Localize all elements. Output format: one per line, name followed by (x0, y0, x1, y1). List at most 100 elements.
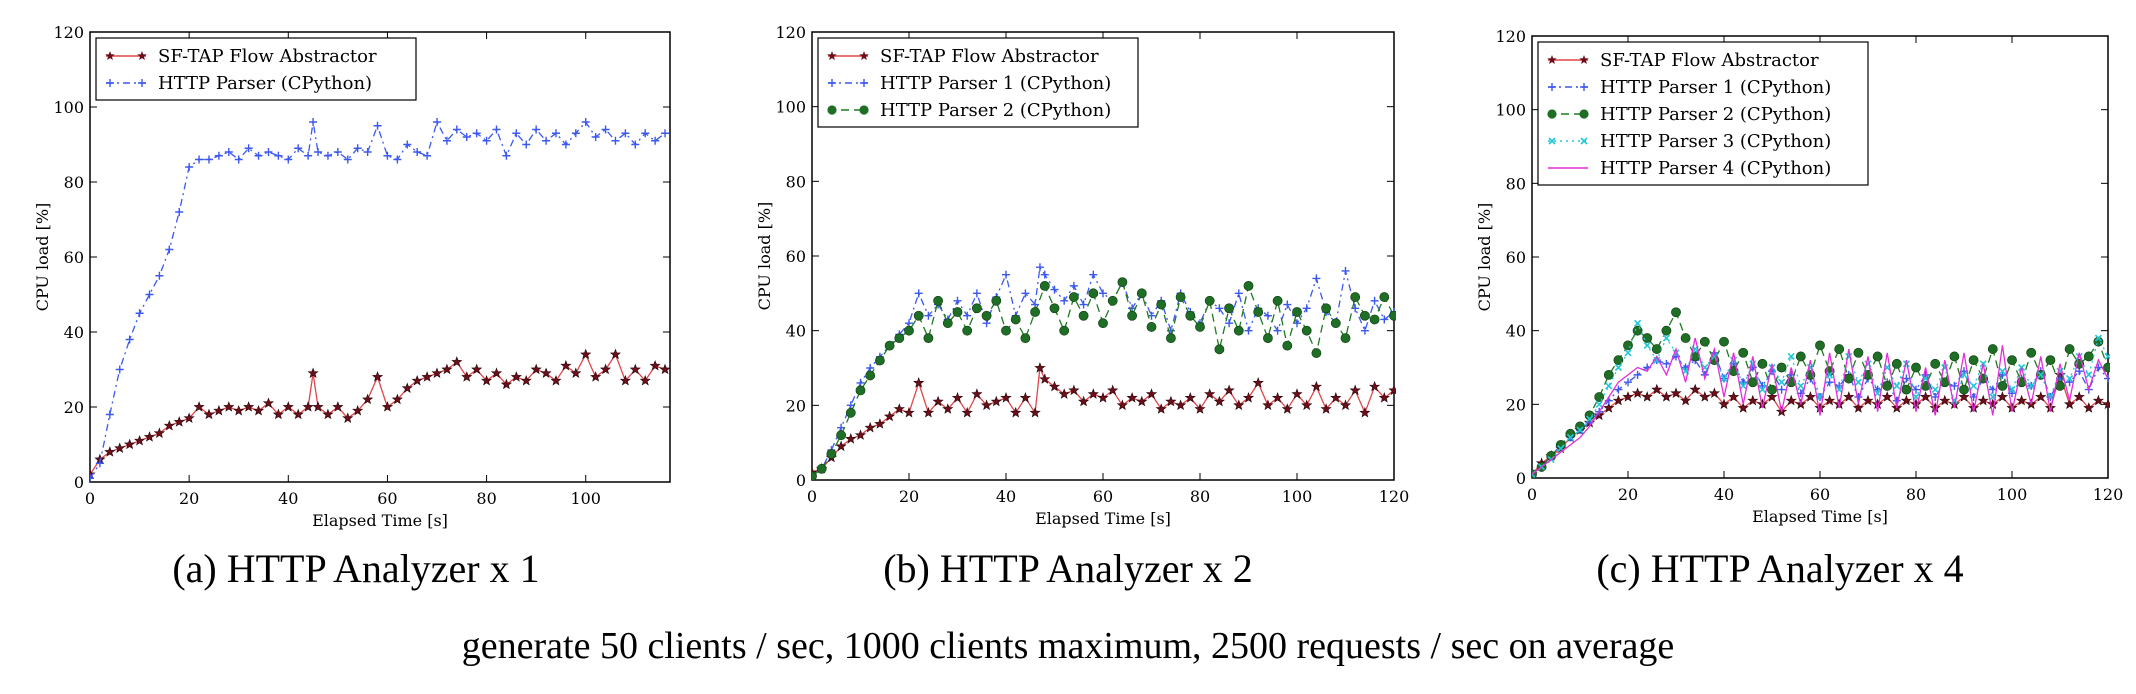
data-point (2085, 371, 2093, 379)
data-point (2045, 355, 2056, 366)
data-point (1893, 382, 1901, 390)
data-point (971, 303, 982, 314)
data-point (492, 125, 501, 134)
data-point (383, 151, 392, 160)
data-point (952, 307, 963, 317)
y-tick-label: 40 (64, 323, 84, 342)
data-point (153, 427, 166, 438)
data-point (1939, 394, 1951, 406)
data-point (893, 403, 905, 414)
data-point (621, 129, 630, 138)
data-point (581, 118, 590, 126)
data-point (252, 404, 265, 416)
data-point (1854, 392, 1863, 401)
data-point (1777, 385, 1786, 394)
data-point (1834, 344, 1845, 354)
data-point (1853, 347, 1864, 358)
data-point (223, 401, 235, 412)
data-point (1958, 391, 1970, 402)
data-point (1997, 381, 2008, 391)
data-point (1787, 352, 1795, 361)
data-point (1970, 382, 1978, 390)
data-point (913, 310, 924, 321)
data-point (234, 155, 243, 164)
data-point (991, 295, 1002, 306)
data-point (1010, 406, 1022, 418)
y-tick-label: 120 (53, 23, 84, 42)
data-point (1059, 325, 1070, 336)
data-point (1060, 296, 1069, 305)
data-point (922, 406, 935, 418)
data-point (282, 401, 294, 412)
legend-marker (1580, 83, 1588, 91)
x-tick-label: 100 (1997, 485, 2028, 504)
data-point (1718, 398, 1730, 410)
legend-marker (1547, 109, 1557, 119)
data-point (1087, 388, 1099, 399)
data-point (1040, 270, 1049, 279)
data-point (413, 148, 422, 156)
data-point (542, 136, 551, 145)
x-tick-label: 0 (807, 487, 817, 506)
x-axis-label: Elapsed Time [s] (1035, 509, 1171, 528)
chart-panel-a: 0 20 40 60 80 100 120 0 20 40 60 80 100 Elapsed Time … (0, 0, 712, 591)
data-point (1720, 374, 1728, 383)
data-point (1651, 344, 1662, 354)
data-point (1156, 299, 1167, 310)
data-point (1776, 362, 1787, 373)
data-point (125, 335, 134, 344)
data-point (1281, 403, 1293, 414)
data-point (962, 325, 973, 336)
data-point (1576, 426, 1584, 434)
data-point (1929, 402, 1941, 413)
data-point (233, 404, 245, 416)
series-line (90, 120, 666, 479)
series-star (812, 362, 1396, 478)
legend-label: HTTP Parser 3 (CPython) (1600, 131, 1831, 152)
data-point (2094, 334, 2102, 342)
y-tick-label: 0 (796, 471, 806, 490)
data-point (2073, 391, 2085, 402)
data-point (1213, 395, 1226, 407)
data-point (1778, 378, 1786, 386)
data-point (601, 125, 610, 134)
data-point (1116, 399, 1129, 411)
data-point (431, 367, 443, 378)
data-point (1959, 384, 1969, 395)
data-point (1379, 292, 1390, 302)
data-point (1360, 326, 1369, 335)
data-point (1136, 395, 1148, 407)
data-point (1019, 392, 1032, 403)
legend-marker (1579, 109, 1589, 119)
data-point (1224, 303, 1234, 314)
data-point (1223, 384, 1235, 396)
data-point (451, 356, 463, 367)
data-point (1747, 394, 1759, 406)
chart-panel-c: 0 20 40 60 80 100 120 0 20 40 60 80 100 120 Elapsed Ti… (1424, 0, 2136, 591)
series-line (1532, 337, 2109, 475)
data-point (1099, 289, 1107, 298)
data-point (1919, 391, 1932, 402)
data-point (203, 408, 215, 420)
data-point (403, 140, 412, 149)
data-point (951, 392, 964, 403)
data-point (981, 310, 992, 321)
chart-a-svg: 0 20 40 60 80 100 120 0 20 40 60 80 100 Elapsed Time … (33, 23, 671, 530)
data-point (540, 367, 552, 378)
data-point (1234, 289, 1243, 298)
data-point (1891, 358, 1902, 369)
data-point (971, 388, 983, 399)
series-line (812, 365, 1395, 474)
series-star (90, 348, 671, 480)
data-point (1030, 307, 1040, 317)
data-point (1378, 392, 1390, 403)
data-point (104, 446, 116, 457)
data-point (302, 401, 314, 412)
data-point (1767, 384, 1777, 395)
data-point (2035, 391, 2047, 402)
data-point (1341, 266, 1350, 275)
legend: SF-TAP Flow Abstractor HTTP Parser (CPyth… (95, 37, 417, 101)
data-point (1302, 304, 1311, 313)
data-point (2066, 374, 2074, 383)
data-point (472, 129, 481, 138)
